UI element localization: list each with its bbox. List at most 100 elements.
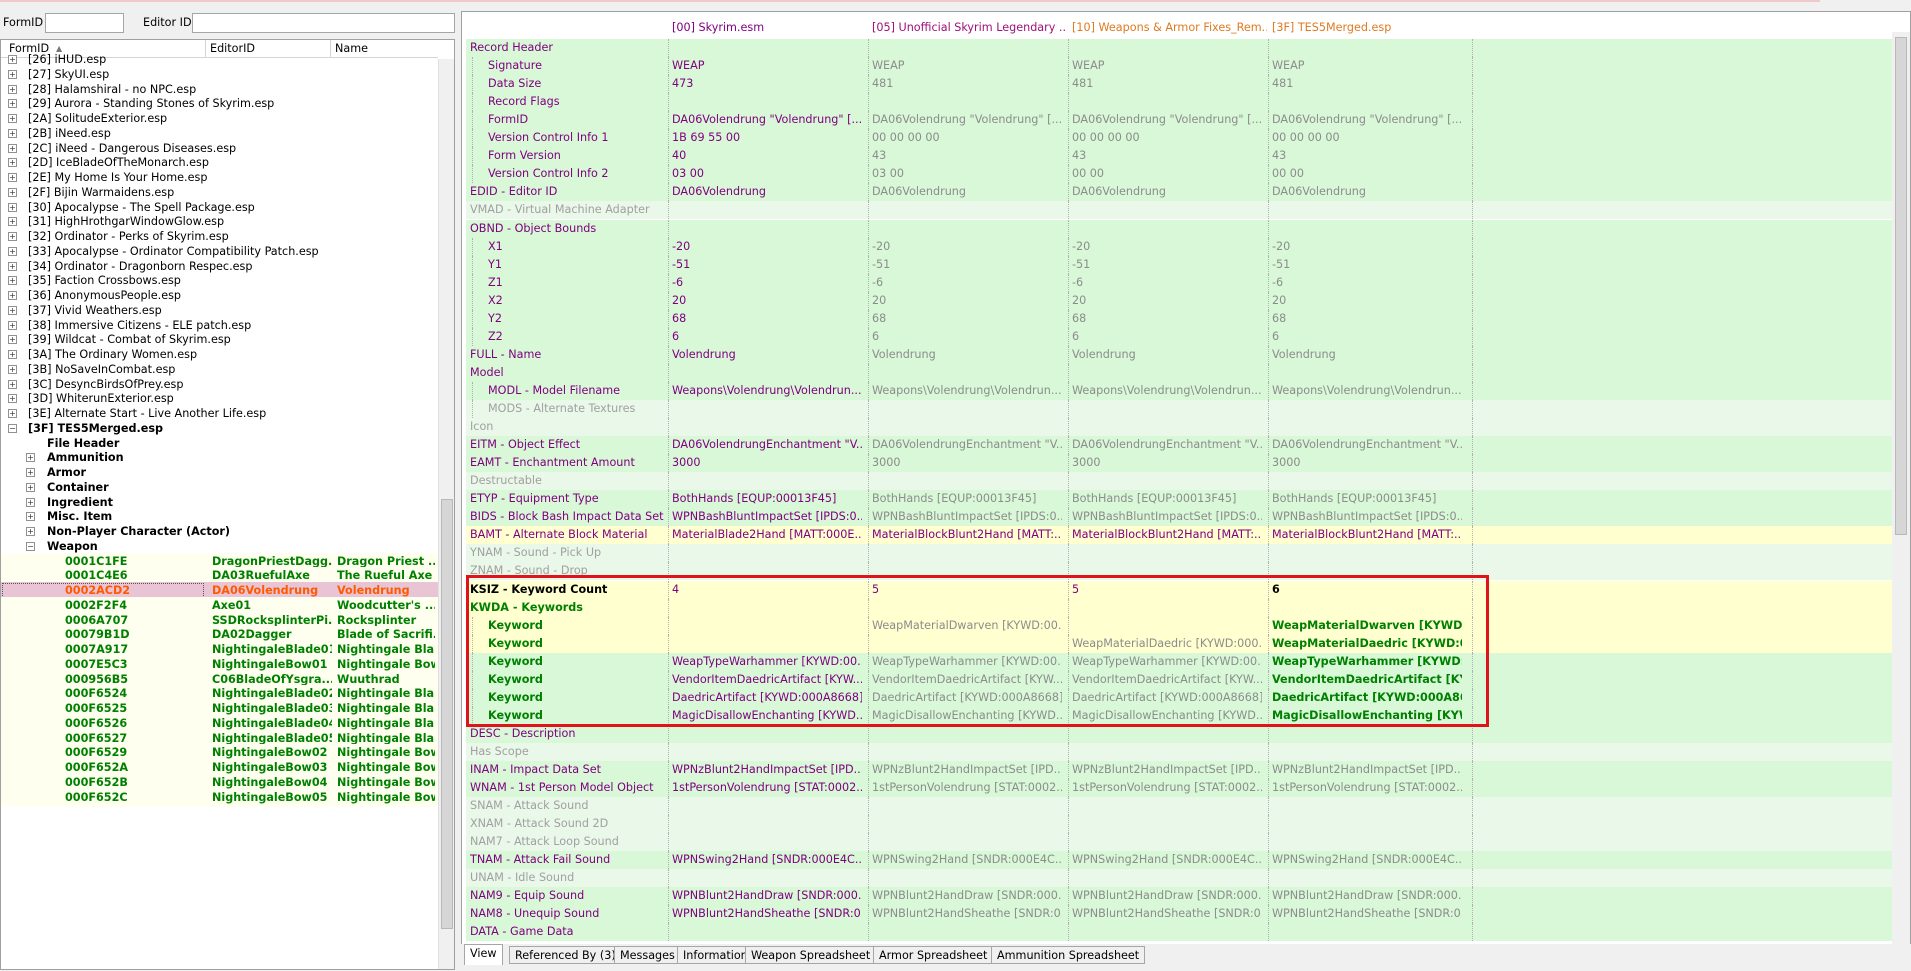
tree-weapon-row[interactable]: 000F652A NightingaleBow03 Nightingale Bow bbox=[1, 759, 438, 777]
record-row[interactable]: XNAM - Attack Sound 2D bbox=[466, 815, 1892, 834]
col-formid[interactable]: FormID bbox=[9, 42, 50, 55]
record-row[interactable]: EITM - Object Effect DA06VolendrungEnchan… bbox=[466, 436, 1892, 455]
tab-view[interactable]: View bbox=[464, 944, 503, 965]
column-header-3[interactable]: [3F] TES5Merged.esp bbox=[1272, 21, 1392, 34]
expand-icon[interactable]: + bbox=[8, 55, 17, 64]
tree-group-row[interactable]: + Ammunition bbox=[1, 449, 438, 467]
record-row[interactable]: Keyword DaedricArtifact [KYWD:000A8668] Da… bbox=[466, 688, 1892, 707]
tree-weapon-row[interactable]: 000F652C NightingaleBow05 Nightingale Bow bbox=[1, 788, 438, 807]
record-row[interactable]: NAM7 - Attack Loop Sound bbox=[466, 833, 1892, 852]
record-row[interactable]: Version Control Info 1 1B 69 55 00 00 00 0… bbox=[466, 129, 1892, 148]
tree-plugin-row[interactable]: + [2C] iNeed - Dangerous Diseases.esp bbox=[1, 140, 438, 158]
tree-weapon-row[interactable]: 0002F2F4 Axe01 Woodcutter's ... bbox=[1, 596, 438, 615]
expand-icon[interactable]: + bbox=[8, 246, 17, 256]
record-row[interactable]: Record Flags bbox=[466, 93, 1892, 112]
expand-icon[interactable]: + bbox=[8, 409, 17, 418]
column-header-2[interactable]: [10] Weapons & Armor Fixes_Rem... bbox=[1072, 21, 1267, 34]
column-header-0[interactable]: [00] Skyrim.esm bbox=[672, 21, 765, 34]
record-row[interactable]: Model bbox=[466, 363, 1892, 382]
record-row[interactable]: KSIZ - Keyword Count 4 5 5 6 bbox=[466, 580, 1892, 599]
expand-icon[interactable]: + bbox=[26, 453, 35, 463]
record-row[interactable]: Keyword VendorItemDaedricArtifact [KYW...… bbox=[466, 670, 1892, 689]
record-row[interactable]: MODL - Model Filename Weapons\Volendrung\… bbox=[466, 381, 1892, 400]
expand-icon[interactable]: + bbox=[8, 379, 17, 389]
tree-plugin-row[interactable]: + [3A] The Ordinary Women.esp bbox=[1, 346, 438, 364]
expand-icon[interactable]: + bbox=[8, 128, 17, 138]
tree-group-row[interactable]: − Weapon bbox=[1, 538, 438, 556]
expand-icon[interactable]: + bbox=[8, 202, 17, 212]
expand-icon[interactable]: + bbox=[8, 335, 17, 345]
record-row[interactable]: NAM9 - Equip Sound WPNBlunt2HandDraw [SND… bbox=[466, 887, 1892, 906]
record-row[interactable]: YNAM - Sound - Pick Up bbox=[466, 544, 1892, 563]
tree-group-row[interactable]: + Ingredient bbox=[1, 494, 438, 512]
record-row[interactable]: Keyword WeapMaterialDwarven [KYWD:00... We… bbox=[466, 616, 1892, 635]
record-row[interactable]: BIDS - Block Bash Impact Data Set WPNBash… bbox=[466, 508, 1892, 527]
expand-icon[interactable]: + bbox=[8, 84, 17, 94]
tree-group-row[interactable]: File Header bbox=[1, 435, 438, 453]
record-row[interactable]: Destructable bbox=[466, 472, 1892, 491]
editorid-search-input[interactable] bbox=[192, 13, 455, 33]
record-row[interactable]: Keyword WeapTypeWarhammer [KYWD:00... Weap… bbox=[466, 652, 1892, 671]
tab-ammunition-spreadsheet[interactable]: Ammunition Spreadsheet bbox=[991, 946, 1146, 964]
record-row[interactable]: BAMT - Alternate Block Material MaterialB… bbox=[466, 526, 1892, 545]
record-row[interactable]: Version Control Info 2 03 00 03 00 00 00 00 … bbox=[466, 165, 1892, 184]
tree-weapon-row[interactable]: 0001C1FE DragonPriestDagg... Dragon Priest… bbox=[1, 552, 438, 571]
tab-weapon-spreadsheet[interactable]: Weapon Spreadsheet bbox=[745, 946, 877, 964]
tree-plugin-row-open[interactable]: − [3F] TES5Merged.esp bbox=[1, 420, 438, 438]
record-row[interactable]: TNAM - Attack Fail Sound WPNSwing2Hand [S… bbox=[466, 851, 1892, 870]
tree-plugin-row[interactable]: + [39] Wildcat - Combat of Skyrim.esp bbox=[1, 331, 438, 349]
tree-plugin-row[interactable]: + [28] Halamshiral - no NPC.esp bbox=[1, 81, 438, 99]
formid-search-input[interactable] bbox=[45, 13, 124, 33]
record-row[interactable]: FULL - Name Volendrung Volendrung Volendrun… bbox=[466, 345, 1892, 364]
tree-group-row[interactable]: + Non-Player Character (Actor) bbox=[1, 523, 438, 541]
tree-weapon-row[interactable]: 0007E5C3 NightingaleBow01 Nightingale Bow bbox=[1, 655, 438, 674]
expand-icon[interactable]: + bbox=[26, 497, 35, 507]
tree-weapon-row[interactable]: 000F6529 NightingaleBow02 Nightingale Bow bbox=[1, 744, 438, 763]
record-row[interactable]: Keyword WeapMaterialDaedric [KYWD:000... W… bbox=[466, 634, 1892, 653]
record-row[interactable]: Y2 68 68 68 68 bbox=[466, 309, 1892, 328]
tree-plugin-row[interactable]: + [2D] IceBladeOfTheMonarch.esp bbox=[1, 154, 438, 172]
tree-weapon-row[interactable]: 00079B1D DA02Dagger Blade of Sacrifi... bbox=[1, 626, 438, 645]
expand-icon[interactable]: + bbox=[8, 173, 17, 182]
tree-plugin-row[interactable]: + [35] Faction Crossbows.esp bbox=[1, 272, 438, 290]
expand-icon[interactable]: + bbox=[8, 364, 17, 374]
record-row[interactable]: Signature WEAP WEAP WEAP WEAP bbox=[466, 57, 1892, 76]
record-row[interactable]: OBND - Object Bounds bbox=[466, 219, 1892, 238]
expand-icon[interactable]: + bbox=[8, 350, 17, 359]
expand-icon[interactable]: + bbox=[8, 305, 17, 315]
tree-plugin-row[interactable]: + [29] Aurora - Standing Stones of Skyrim… bbox=[1, 95, 438, 113]
tab-messages[interactable]: Messages bbox=[614, 946, 681, 964]
view-scrollbar-thumb[interactable] bbox=[1895, 37, 1907, 535]
expand-icon[interactable]: + bbox=[8, 187, 17, 197]
record-row[interactable]: X2 20 20 20 20 bbox=[466, 291, 1892, 310]
record-row[interactable]: EDID - Editor ID DA06Volendrung DA06Volend… bbox=[466, 183, 1892, 202]
tree-scrollbar-thumb[interactable] bbox=[441, 499, 453, 929]
record-row[interactable]: MODS - Alternate Textures bbox=[466, 400, 1892, 418]
expand-icon[interactable]: + bbox=[8, 69, 17, 79]
record-row[interactable]: Data Size 473 481 481 481 bbox=[466, 75, 1892, 94]
tree-plugin-row[interactable]: + [26] iHUD.esp bbox=[1, 51, 438, 69]
tree-plugin-row[interactable]: + [37] Vivid Weathers.esp bbox=[1, 302, 438, 320]
tree-plugin-row[interactable]: + [2A] SolitudeExterior.esp bbox=[1, 110, 438, 128]
record-row[interactable]: Form Version 40 43 43 43 bbox=[466, 147, 1892, 166]
tree-weapon-row[interactable]: 000F6527 NightingaleBlade05 Nightingale Bl… bbox=[1, 729, 438, 748]
tree-group-row[interactable]: + Armor bbox=[1, 464, 438, 482]
tab-information[interactable]: Information bbox=[677, 946, 754, 964]
tab-referenced-by-3[interactable]: Referenced By (3) bbox=[509, 946, 622, 964]
tree-plugin-row[interactable]: + [3E] Alternate Start - Live Another Lif… bbox=[1, 405, 438, 423]
tree-weapon-row[interactable]: 0007A917 NightingaleBlade01 Nightingale Bl… bbox=[1, 641, 438, 659]
tree-weapon-row[interactable]: 000F6524 NightingaleBlade02 Nightingale Bl… bbox=[1, 685, 438, 704]
record-row[interactable]: Icon bbox=[466, 418, 1892, 437]
record-row[interactable]: UNAM - Idle Sound bbox=[466, 869, 1892, 888]
col-name[interactable]: Name bbox=[335, 42, 369, 55]
expand-icon[interactable]: + bbox=[8, 114, 17, 123]
tree-plugin-row[interactable]: + [32] Ordinator - Perks of Skyrim.esp bbox=[1, 228, 438, 246]
tree-weapon-row[interactable]: 000F652B NightingaleBow04 Nightingale Bow bbox=[1, 773, 438, 792]
col-editorid[interactable]: EditorID bbox=[210, 42, 256, 55]
record-row[interactable]: VMAD - Virtual Machine Adapter bbox=[466, 201, 1892, 220]
expand-icon[interactable]: + bbox=[8, 291, 17, 300]
tree-plugin-row[interactable]: + [3C] DesyncBirdsOfPrey.esp bbox=[1, 376, 438, 394]
tree-weapon-row[interactable]: 0002ACD2 DA06Volendrung Volendrung bbox=[1, 582, 438, 600]
tree-scrollbar[interactable] bbox=[438, 59, 454, 969]
record-row[interactable]: Z1 -6 -6 -6 -6 bbox=[466, 273, 1892, 292]
